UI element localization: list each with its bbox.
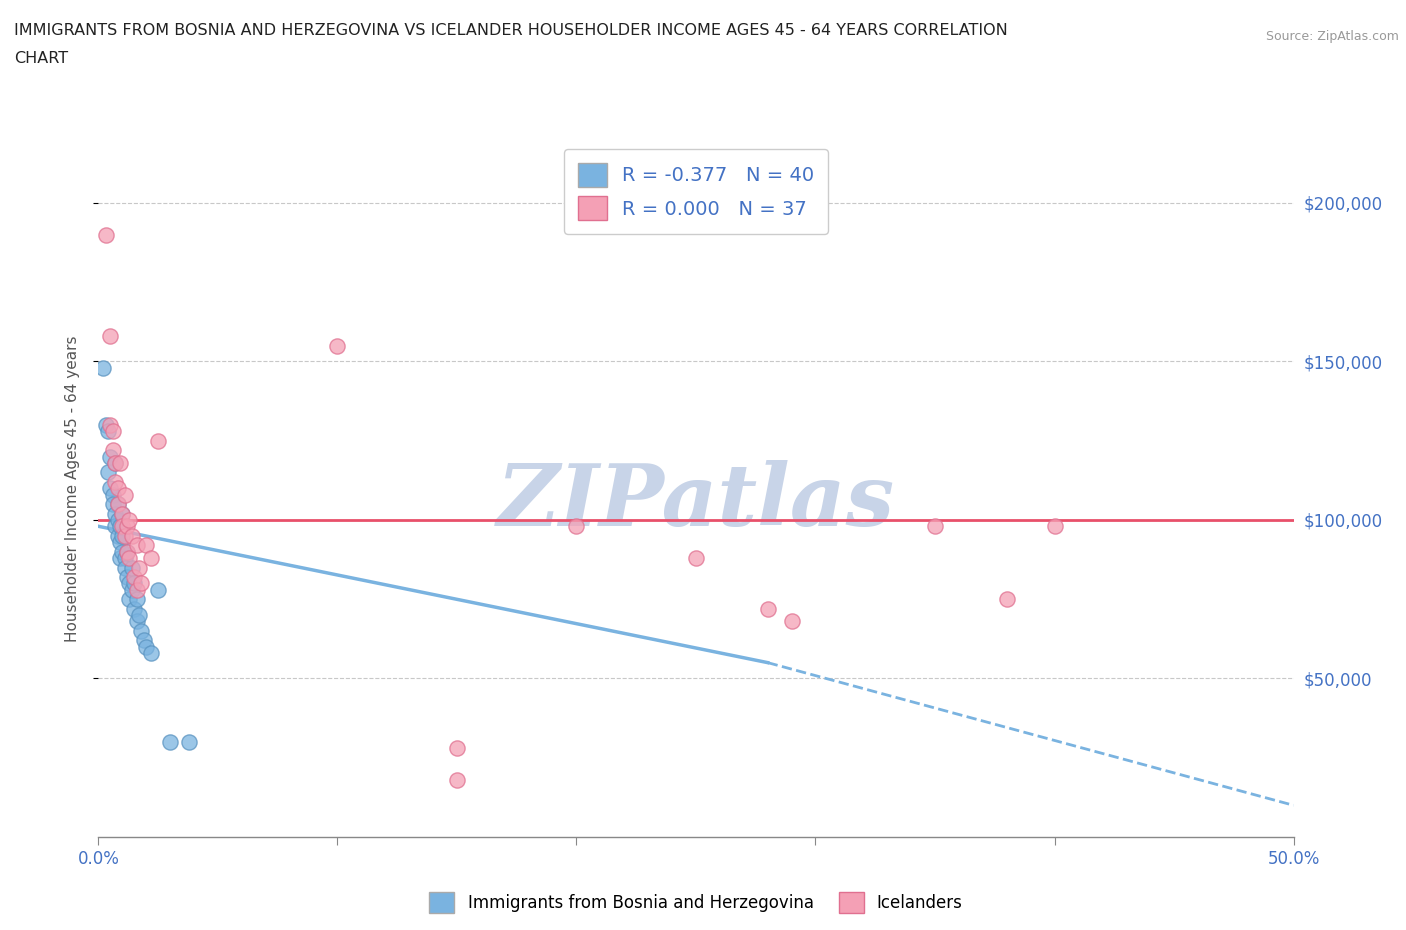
Point	[1043, 519, 1066, 534]
Point	[107, 512, 129, 527]
Point	[924, 519, 946, 534]
Point	[125, 582, 148, 597]
Point	[94, 227, 117, 242]
Point	[756, 602, 779, 617]
Point	[565, 519, 588, 534]
Point	[121, 560, 143, 575]
Point	[125, 591, 148, 606]
Point	[111, 506, 134, 521]
Point	[97, 424, 120, 439]
Point	[98, 449, 122, 464]
Point	[995, 591, 1018, 606]
Point	[114, 551, 136, 565]
Point	[128, 607, 150, 622]
Point	[107, 497, 129, 512]
Point	[125, 538, 148, 552]
Point	[128, 560, 150, 575]
Point	[108, 551, 131, 565]
Point	[97, 465, 120, 480]
Text: CHART: CHART	[14, 51, 67, 66]
Point	[101, 443, 124, 458]
Point	[104, 456, 127, 471]
Point	[115, 569, 138, 584]
Point	[124, 602, 146, 617]
Point	[125, 614, 148, 629]
Point	[124, 576, 146, 591]
Point	[131, 623, 153, 638]
Point	[107, 528, 129, 543]
Point	[139, 645, 162, 660]
Text: Source: ZipAtlas.com: Source: ZipAtlas.com	[1265, 30, 1399, 43]
Point	[118, 551, 141, 565]
Point	[108, 519, 131, 534]
Point	[114, 528, 136, 543]
Point	[685, 551, 707, 565]
Point	[139, 551, 162, 565]
Point	[101, 497, 124, 512]
Text: ZIPatlas: ZIPatlas	[496, 460, 896, 544]
Point	[111, 519, 134, 534]
Point	[124, 569, 146, 584]
Point	[98, 418, 122, 432]
Point	[780, 614, 803, 629]
Point	[121, 528, 143, 543]
Point	[108, 456, 131, 471]
Legend: Immigrants from Bosnia and Herzegovina, Icelanders: Immigrants from Bosnia and Herzegovina, …	[423, 885, 969, 920]
Point	[179, 735, 201, 750]
Text: IMMIGRANTS FROM BOSNIA AND HERZEGOVINA VS ICELANDER HOUSEHOLDER INCOME AGES 45 -: IMMIGRANTS FROM BOSNIA AND HERZEGOVINA V…	[14, 23, 1008, 38]
Point	[111, 506, 134, 521]
Point	[108, 535, 131, 550]
Point	[326, 339, 349, 353]
Point	[148, 433, 170, 448]
Point	[118, 591, 141, 606]
Point	[135, 639, 157, 654]
Point	[446, 773, 468, 788]
Point	[135, 538, 157, 552]
Point	[121, 582, 143, 597]
Point	[104, 474, 127, 489]
Point	[107, 497, 129, 512]
Y-axis label: Householder Income Ages 45 - 64 years: Householder Income Ages 45 - 64 years	[65, 335, 80, 642]
Point	[446, 741, 468, 756]
Point	[104, 506, 127, 521]
Point	[98, 481, 122, 496]
Point	[115, 519, 138, 534]
Point	[131, 576, 153, 591]
Point	[111, 528, 134, 543]
Point	[91, 360, 114, 375]
Point	[98, 328, 122, 343]
Point	[132, 633, 155, 648]
Point	[104, 456, 127, 471]
Point	[115, 544, 138, 559]
Point	[114, 487, 136, 502]
Point	[101, 487, 124, 502]
Point	[114, 560, 136, 575]
Point	[104, 519, 127, 534]
Point	[107, 481, 129, 496]
Point	[159, 735, 181, 750]
Point	[94, 418, 117, 432]
Point	[111, 544, 134, 559]
Point	[118, 512, 141, 527]
Point	[118, 576, 141, 591]
Point	[115, 544, 138, 559]
Point	[101, 424, 124, 439]
Point	[148, 582, 170, 597]
